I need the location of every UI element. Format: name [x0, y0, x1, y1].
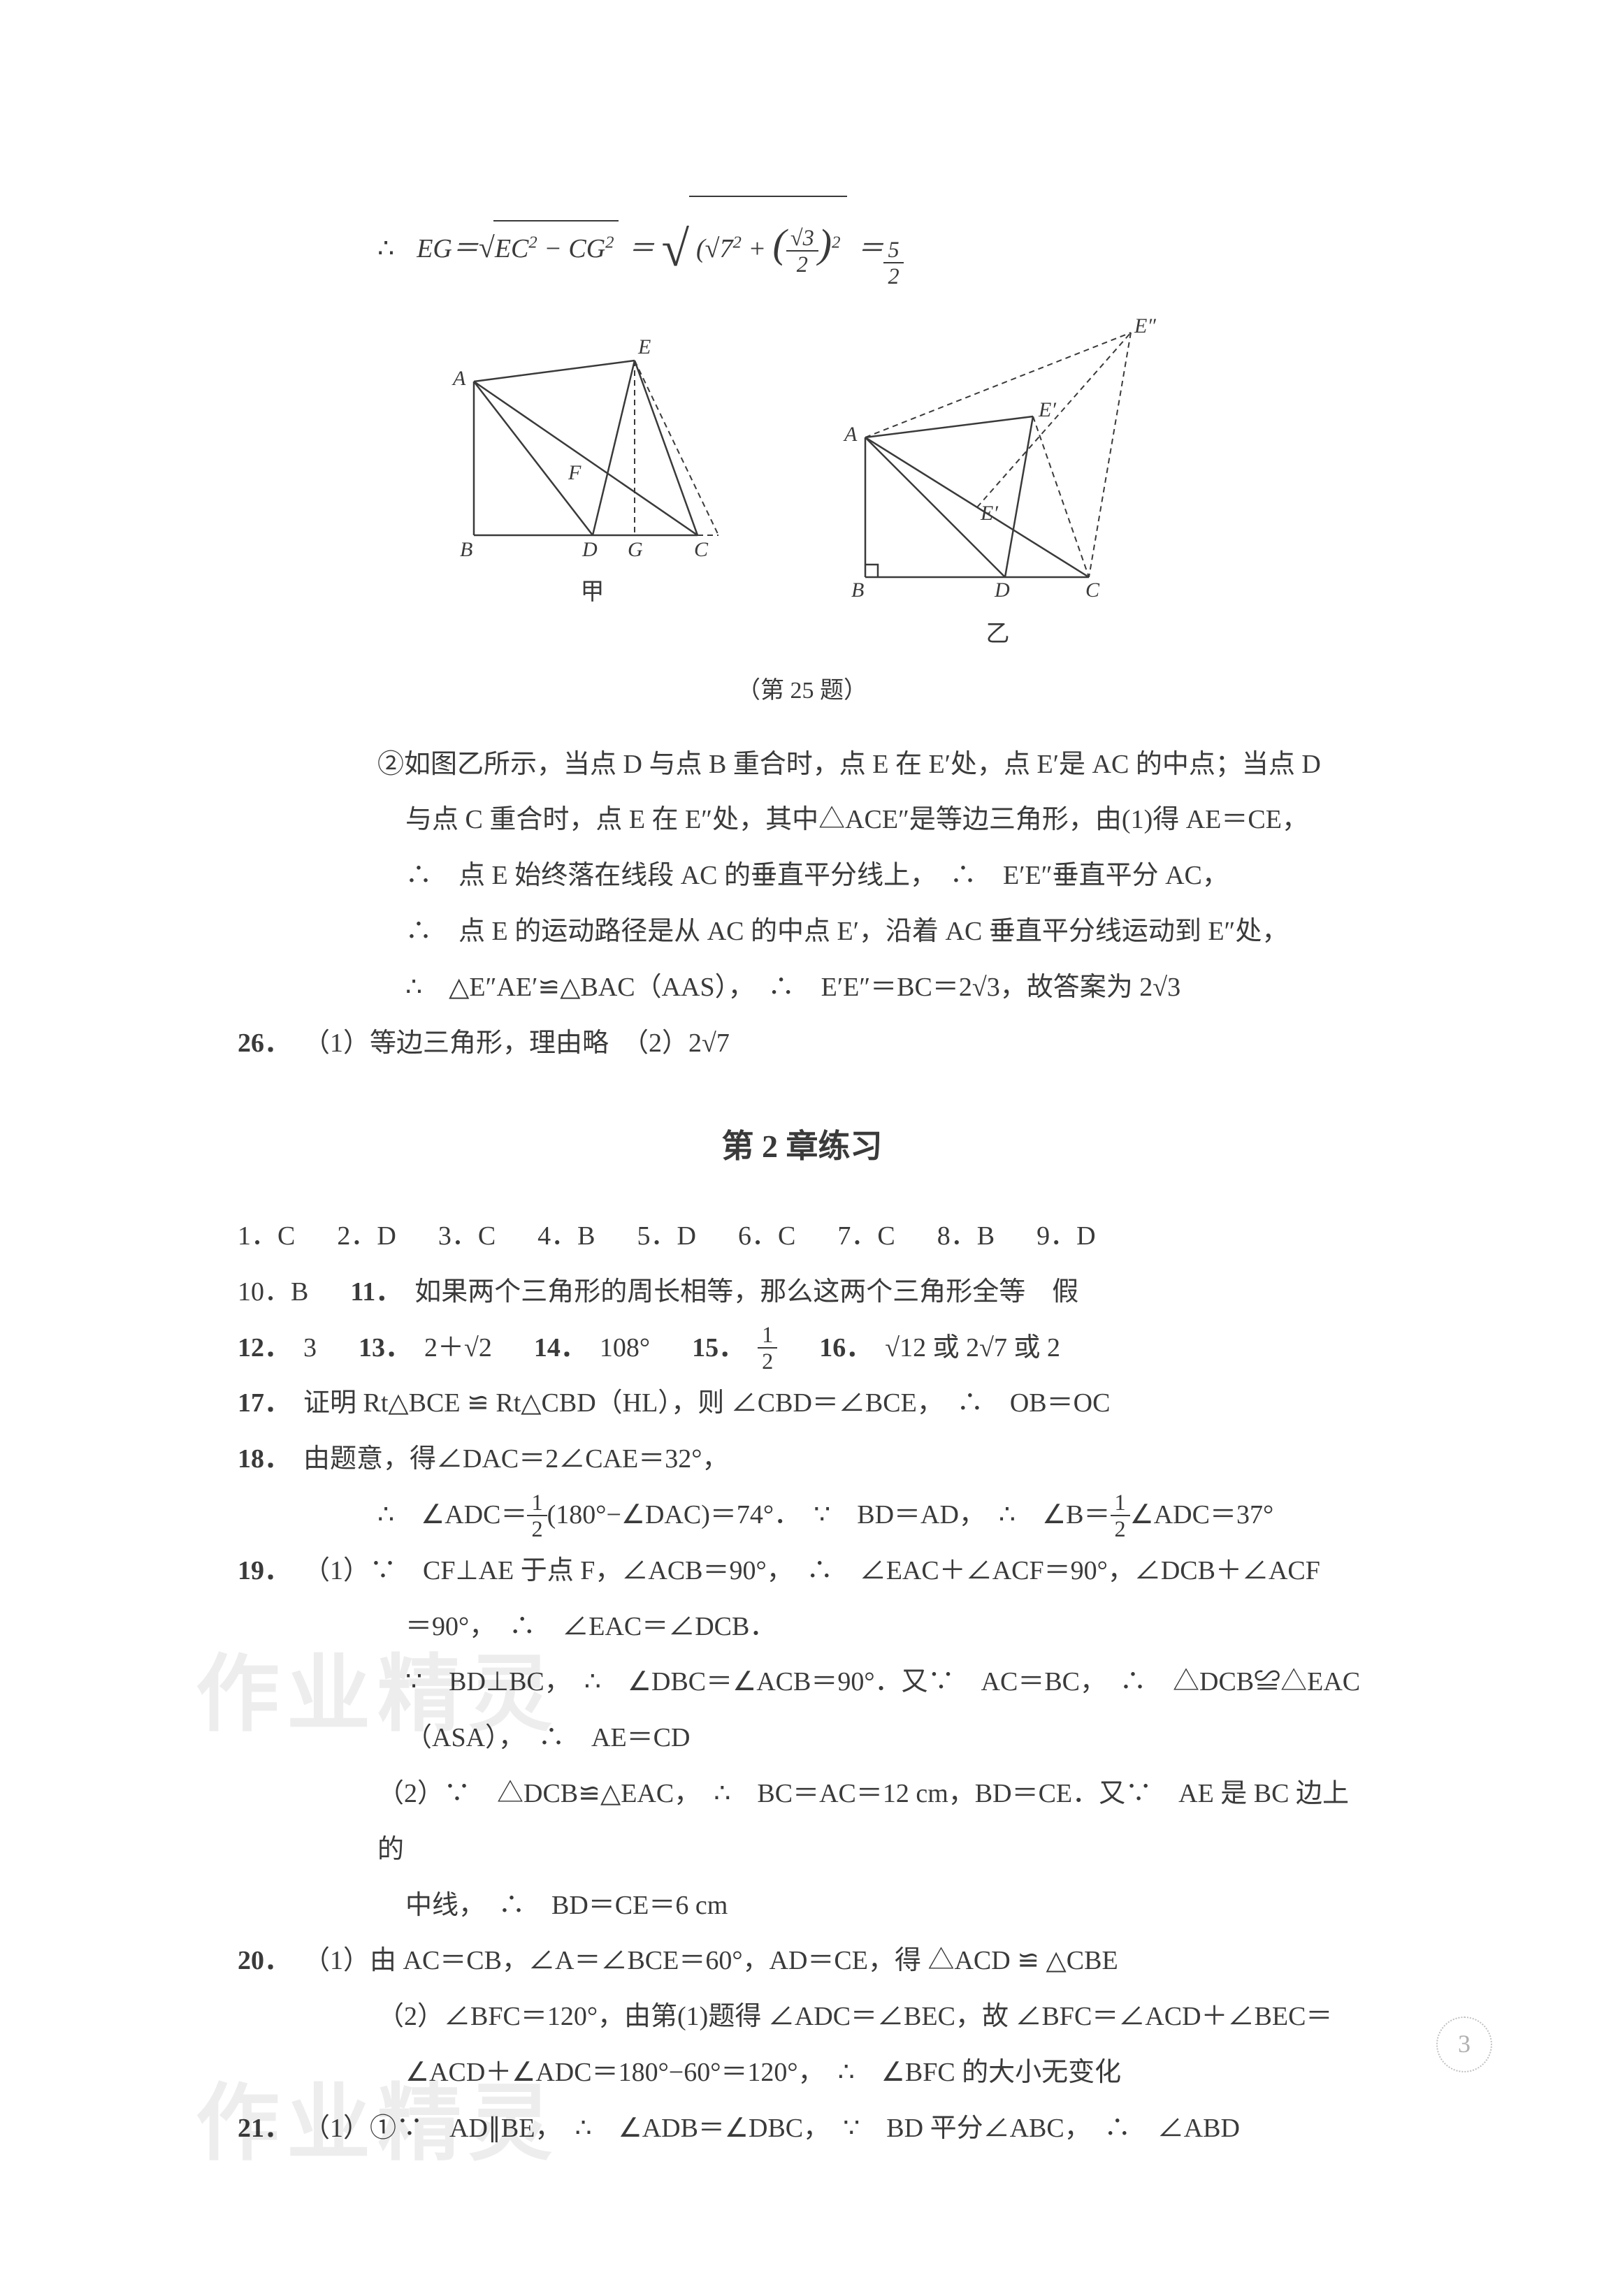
q15-num: 15．: [692, 1321, 745, 1376]
q18-l1-text: 由题意，得∠DAC＝2∠CAE＝32°，: [303, 1432, 728, 1488]
q18-num: 18．: [238, 1432, 291, 1488]
pt2-C: C: [1085, 579, 1100, 602]
figure-left-svg: A B C D E F G: [446, 312, 739, 563]
q19-p1a: 19． （1）∵ CF⊥AE 于点 F，∠ACB＝90°， ∴ ∠EAC＋∠AC…: [238, 1543, 1366, 1599]
q21-num: 21．: [238, 2101, 291, 2157]
pt-A: A: [452, 367, 466, 390]
fig-right-label: 乙: [986, 609, 1010, 659]
figures-row: A B C D E F G 甲: [238, 312, 1366, 659]
q20-p1-text: （1）由 AC＝CB，∠A＝∠BCE＝60°，AD＝CE，得 △ACD ≌ △C…: [303, 1933, 1118, 1989]
mc-row1: 1．C 2．D 3．C 4．B 5．D 6．C 7．C 8．B 9．D: [238, 1209, 1366, 1265]
q13-num: 13．: [359, 1333, 412, 1363]
sqrt-body-1: EC2 − CG2: [493, 220, 619, 277]
body-l4: ∴ 点 E 的运动路径是从 AC 的中点 E′，沿着 AC 垂直平分线运动到 E…: [238, 904, 1366, 960]
q21-p1-text: （1）①∵ AD∥BE， ∴ ∠ADB＝∠DBC， ∵ BD 平分∠ABC， ∴…: [303, 2101, 1240, 2157]
pt2-D: D: [994, 579, 1010, 602]
pt2-E1: E′: [980, 502, 998, 525]
q14-num: 14．: [534, 1333, 587, 1363]
q12-num: 12．: [238, 1333, 291, 1363]
q21-p1: 21． （1）①∵ AD∥BE， ∴ ∠ADB＝∠DBC， ∵ BD 平分∠AB…: [238, 2101, 1366, 2157]
q15-frac: 12: [758, 1323, 777, 1373]
q17-text: 证明 Rt△BCE ≌ Rt△CBD（HL），则 ∠CBD＝∠BCE， ∴ OB…: [303, 1376, 1110, 1432]
section-title: 第 2 章练习: [238, 1113, 1366, 1181]
page: 作业精灵 作业精灵 ∴ EG ＝ √ EC2 − CG2 ＝ √ (√72 + …: [0, 0, 1618, 2296]
q17: 17． 证明 Rt△BCE ≌ Rt△CBD（HL），则 ∠CBD＝∠BCE， …: [238, 1376, 1366, 1432]
q18-l1: 18． 由题意，得∠DAC＝2∠CAE＝32°，: [238, 1432, 1366, 1488]
mc-3: 3．C: [438, 1209, 496, 1265]
pt2-E1b: E′: [1038, 398, 1056, 421]
mc-6: 6．C: [738, 1209, 795, 1265]
mc-9: 9．D: [1036, 1209, 1095, 1265]
q11-num: 11．: [350, 1265, 402, 1321]
eq-eq1: ＝: [452, 221, 479, 277]
figure-right: A B C D E′ E′ E″ 乙: [837, 312, 1159, 659]
eq-result: 52: [883, 238, 903, 288]
therefore-symbol: ∴: [377, 221, 396, 277]
figure-right-svg: A B C D E′ E′ E″: [837, 312, 1159, 605]
pt-E: E: [637, 335, 651, 358]
q18-l2: ∴ ∠ADC＝ 12 (180°−∠DAC)＝74°． ∵ BD＝AD， ∴ ∠…: [238, 1488, 1366, 1543]
pt2-B: B: [851, 579, 864, 602]
eq-lhs: EG: [417, 221, 452, 277]
q26-text: （1）等边三角形，理由略 （2）2√7: [303, 1016, 730, 1072]
q19-p1a-text: （1）∵ CF⊥AE 于点 F，∠ACB＝90°， ∴ ∠EAC＋∠ACF＝90…: [303, 1543, 1320, 1599]
figures-caption: （第 25 题）: [238, 666, 1366, 715]
pt2-A: A: [843, 423, 858, 446]
body-l3: ∴ 点 E 始终落在线段 AC 的垂直平分线上， ∴ E′E″垂直平分 AC，: [238, 848, 1366, 904]
q19-num: 19．: [238, 1543, 291, 1599]
body-l2: 与点 C 重合时，点 E 在 E″处，其中△ACE″是等边三角形，由(1)得 A…: [238, 792, 1366, 848]
body-l5: ∴ △E″AE′≌△BAC（AAS）， ∴ E′E″＝BC＝2√3，故答案为 2…: [238, 960, 1366, 1016]
mc-2: 2．D: [337, 1209, 396, 1265]
page-number-badge: 3: [1436, 2017, 1492, 2072]
pt-D: D: [582, 538, 598, 561]
radical-2: √: [662, 236, 690, 261]
page-number: 3: [1458, 2018, 1471, 2071]
q18-frac2: 12: [1111, 1491, 1130, 1541]
q18-l2c: ∠ADC＝37°: [1130, 1488, 1274, 1543]
q26: 26． （1）等边三角形，理由略 （2）2√7: [238, 1016, 1366, 1072]
pt-G: G: [628, 538, 643, 561]
q19-p1b: ＝90°， ∴ ∠EAC＝∠DCB．: [238, 1599, 1366, 1655]
q20-p2b: ∠ACD＋∠ADC＝180°−60°＝120°， ∴ ∠BFC 的大小无变化: [238, 2045, 1366, 2101]
q16-text: √12 或 2√7 或 2: [885, 1333, 1060, 1363]
eq-eq2: ＝: [628, 221, 655, 277]
fig-left-label: 甲: [581, 567, 605, 617]
q19-p1c: ∵ BD⊥BC， ∴ ∠DBC＝∠ACB＝90°．又∵ AC＝BC， ∴ △DC…: [238, 1655, 1366, 1710]
pt-C: C: [694, 538, 709, 561]
top-equation: ∴ EG ＝ √ EC2 − CG2 ＝ √ (√72 + (√32)2 ＝ 5…: [238, 196, 1366, 291]
mc-7: 7．C: [837, 1209, 895, 1265]
mc-8: 8．B: [937, 1209, 995, 1265]
q20-p2a: （2）∠BFC＝120°，由第(1)题得 ∠ADC＝∠BEC，故 ∠BFC＝∠A…: [238, 1989, 1366, 2045]
body-l1: ②如图乙所示，当点 D 与点 B 重合时，点 E 在 E′处，点 E′是 AC …: [238, 737, 1366, 793]
q20-num: 20．: [238, 1933, 291, 1989]
q19-p2b: 中线， ∴ BD＝CE＝6 cm: [238, 1878, 1366, 1934]
pt-B: B: [460, 538, 472, 561]
q26-num: 26．: [238, 1016, 291, 1072]
q18-l2b: (180°−∠DAC)＝74°． ∵ BD＝AD， ∴ ∠B＝: [547, 1488, 1111, 1543]
q12-text: 3: [303, 1333, 317, 1363]
q19-p1d: （ASA）， ∴ AE＝CD: [238, 1710, 1366, 1766]
eq-eq3: ＝: [857, 221, 883, 277]
mc-10: 10．B: [238, 1265, 308, 1321]
pt-F: F: [568, 461, 582, 484]
q18-frac1: 12: [527, 1491, 547, 1541]
figure-left: A B C D E F G 甲: [446, 312, 739, 659]
mc-row2: 10．B 11． 如果两个三角形的周长相等，那么这两个三角形全等 假: [238, 1265, 1366, 1321]
q13-text: 2＋√2: [424, 1333, 492, 1363]
mc-5: 5．D: [637, 1209, 696, 1265]
row-12-16: 12． 3 13． 2＋√2 14． 108° 15． 12 16． √12 或 2√7…: [238, 1321, 1366, 1376]
pt2-E2: E″: [1134, 314, 1156, 337]
mc-1: 1．C: [238, 1209, 295, 1265]
q18-l2a: ∴ ∠ADC＝: [377, 1488, 527, 1543]
q20-p1: 20． （1）由 AC＝CB，∠A＝∠BCE＝60°，AD＝CE，得 △ACD …: [238, 1933, 1366, 1989]
q11-text: 如果两个三角形的周长相等，那么这两个三角形全等 假: [414, 1265, 1078, 1321]
q17-num: 17．: [238, 1376, 291, 1432]
q19-p2a: （2）∵ △DCB≌△EAC， ∴ BC＝AC＝12 cm，BD＝CE．又∵ A…: [238, 1766, 1366, 1878]
q14-text: 108°: [600, 1333, 650, 1363]
q16-num: 16．: [819, 1333, 872, 1363]
radical-1: √: [479, 218, 495, 279]
sqrt-body-2: (√72 + (√32)2: [689, 196, 847, 291]
mc-4: 4．B: [537, 1209, 595, 1265]
